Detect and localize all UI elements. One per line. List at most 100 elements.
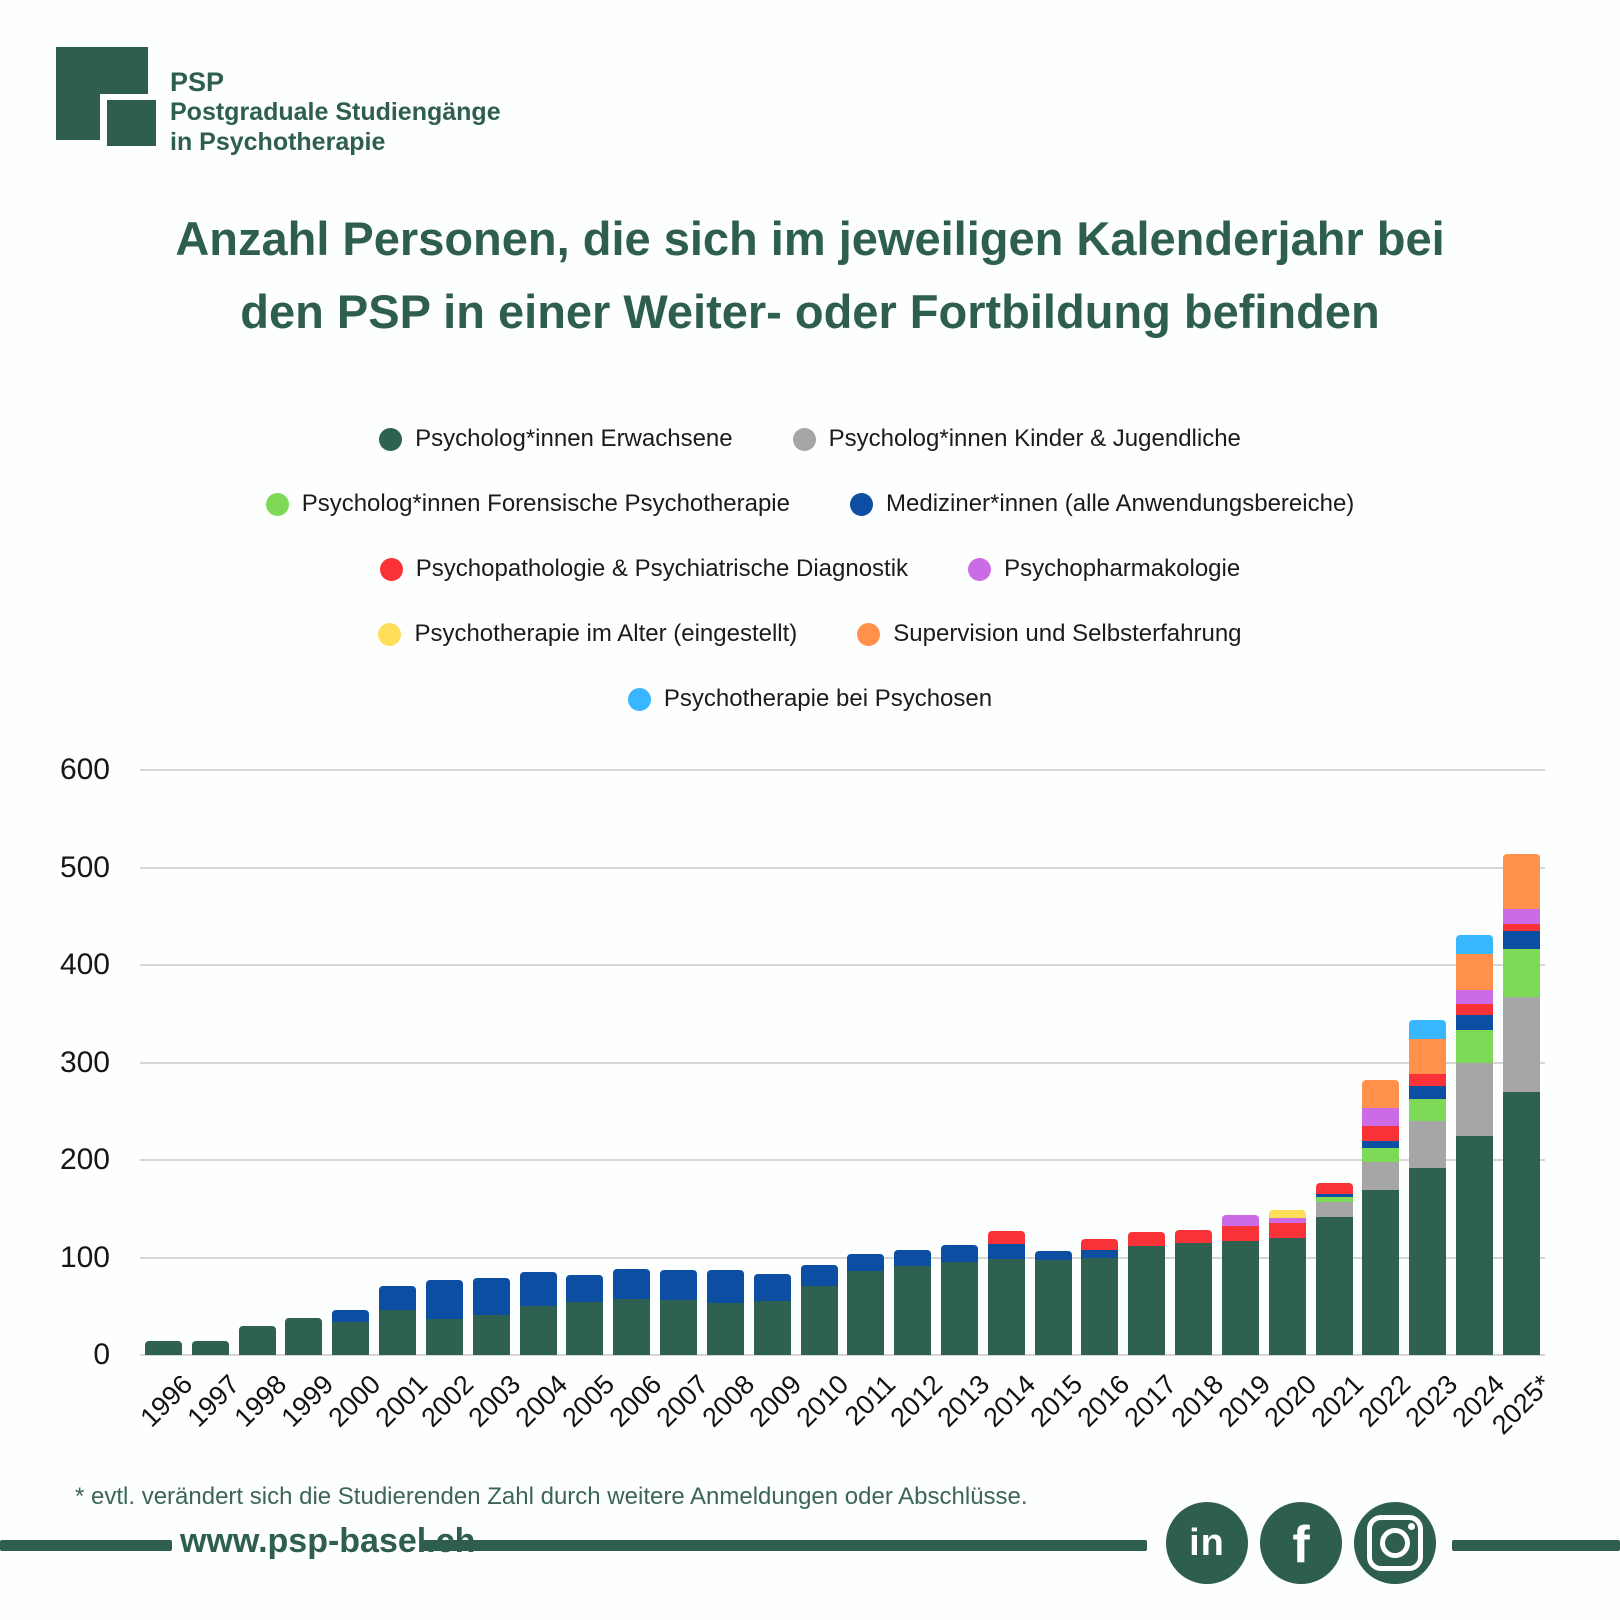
bar-2001 [379,1285,417,1355]
x-tick-label-1997: 1997 [181,1369,246,1433]
bar-segment-psycholog-innen-erwachsene [1315,1216,1353,1355]
bar-segment-psycholog-innen-erwachsene [613,1299,651,1355]
linkedin-icon[interactable]: in [1166,1502,1248,1584]
footer-rule-middle [420,1540,1147,1551]
bar-segment-psycholog-innen-erwachsene [472,1315,510,1355]
bar-segment-psychopathologie-psychiatrische-diagnostik [1315,1183,1353,1195]
bar-segment-mediziner-innen-alle-anwendungsbereiche [800,1265,838,1286]
bar-column-2016 [1077,770,1124,1355]
x-tick-label-2006: 2006 [603,1369,667,1433]
bar-2006 [613,1269,651,1355]
bar-segment-psycholog-innen-erwachsene [1456,1135,1494,1355]
footer-rule-right [1452,1540,1620,1551]
bar-segment-mediziner-innen-alle-anwendungsbereiche [1502,930,1540,950]
x-tick-label-2022: 2022 [1352,1369,1417,1433]
bar-segment-psycholog-innen-erwachsene [894,1266,932,1355]
bar-segment-psycholog-innen-kinder-jugendliche [1456,1062,1494,1136]
bar-column-2004 [515,770,562,1355]
bar-segment-psycholog-innen-erwachsene [332,1321,370,1355]
y-tick-label-100: 100 [59,1240,110,1274]
x-tick-label-2021: 2021 [1305,1369,1370,1433]
bar-column-2009 [749,770,796,1355]
bar-column-2012 [889,770,936,1355]
x-tick-label-2008: 2008 [696,1369,761,1433]
bar-segment-mediziner-innen-alle-anwendungsbereiche [660,1270,698,1301]
legend-label: Psycholog*innen Forensische Psychotherap… [301,490,790,517]
y-tick-label-600: 600 [59,753,110,786]
bar-column-2002 [421,770,468,1355]
legend-row-2: Psycholog*innen Forensische Psychotherap… [0,489,1620,519]
x-tick-label-2012: 2012 [884,1369,948,1433]
x-tick-label-2010: 2010 [790,1369,855,1433]
bar-segment-psychopathologie-psychiatrische-diagnostik [1221,1226,1259,1241]
bar-column-2013 [936,770,983,1355]
plot-area [140,769,1545,1356]
bar-2007 [660,1270,698,1355]
bar-2005 [566,1275,604,1355]
bar-segment-psycholog-innen-erwachsene [379,1310,417,1355]
bar-column-1996 [140,770,187,1355]
logo-subtitle-1: Postgraduale Studiengänge [170,98,501,127]
facebook-icon[interactable]: f [1260,1502,1342,1584]
bar-segment-psychopharmakologie [1268,1217,1306,1224]
bar-2002 [425,1279,463,1355]
bar-1996 [144,1341,182,1355]
bar-column-1997 [187,770,234,1355]
bar-segment-psycholog-innen-erwachsene [1128,1245,1166,1355]
bar-segment-mediziner-innen-alle-anwendungsbereiche [1034,1250,1072,1261]
bar-segment-mediziner-innen-alle-anwendungsbereiche [987,1243,1025,1260]
bar-2003 [472,1277,510,1355]
bar-column-2011 [842,770,889,1355]
bar-segment-psychotherapie-bei-psychosen [1456,934,1494,955]
bar-segment-psycholog-innen-erwachsene [519,1306,557,1355]
legend-dot-icon [379,427,403,451]
bar-2025 [1502,853,1540,1355]
bar-segment-mediziner-innen-alle-anwendungsbereiche [1081,1249,1119,1258]
bar-segment-psychopathologie-psychiatrische-diagnostik [987,1231,1025,1244]
legend-dot-icon [265,492,289,516]
bar-segment-psycholog-innen-erwachsene [753,1301,791,1355]
y-tick-label-500: 500 [59,850,110,884]
bar-2023 [1409,1019,1447,1355]
legend-item-psychopathologie-psychiatrische-diagnostik: Psychopathologie & Psychiatrische Diagno… [379,555,908,583]
x-tick-label-2000: 2000 [322,1369,386,1433]
bar-segment-psycholog-innen-erwachsene [1034,1260,1072,1355]
legend-item-psycholog-innen-forensische-psychotherapie: Psycholog*innen Forensische Psychotherap… [265,490,790,518]
bar-2022 [1362,1080,1400,1355]
page-title-line2: den PSP in einer Weiter- oder Fortbildun… [240,284,1380,338]
bar-segment-mediziner-innen-alle-anwendungsbereiche [706,1270,744,1304]
bar-segment-psychopharmakologie [1502,909,1540,925]
gridline-300 [140,1061,1545,1064]
bar-segment-psychopathologie-psychiatrische-diagnostik [1081,1238,1119,1250]
bar-2010 [800,1265,838,1355]
bar-segment-mediziner-innen-alle-anwendungsbereiche [894,1249,932,1267]
x-tick-label-2004: 2004 [509,1369,574,1433]
bar-column-2023 [1404,770,1451,1355]
bar-column-2018 [1170,770,1217,1355]
bar-segment-supervision-und-selbsterfahrung [1362,1080,1400,1109]
instagram-icon[interactable] [1354,1502,1436,1584]
bar-column-2007 [655,770,702,1355]
bar-column-2024 [1451,770,1498,1355]
legend-row-5: Psychotherapie bei Psychosen [0,684,1620,714]
bar-segment-psycholog-innen-forensische-psychotherapie [1315,1197,1353,1202]
bar-segment-mediziner-innen-alle-anwendungsbereiche [1409,1085,1447,1099]
bar-segment-psychopathologie-psychiatrische-diagnostik [1268,1223,1306,1238]
bar-segment-psycholog-innen-erwachsene [941,1262,978,1355]
page-title-line1: Anzahl Personen, die sich im jeweiligen … [175,212,1445,265]
bar-2011 [847,1253,885,1355]
legend-label: Mediziner*innen (alle Anwendungsbereiche… [886,490,1355,517]
page-title: Anzahl Personen, die sich im jeweiligen … [0,203,1620,349]
x-tick-label-1998: 1998 [228,1369,293,1433]
bar-column-2015 [1030,770,1077,1355]
bar-segment-psycholog-innen-forensische-psychotherapie [1409,1098,1447,1122]
y-tick-label-200: 200 [59,1143,110,1176]
bar-segment-supervision-und-selbsterfahrung [1456,954,1494,991]
footer-rule-left [0,1540,172,1551]
gridline-500 [140,866,1545,869]
y-axis-labels: 0 100 200 300 400 500 600 [5,753,120,1371]
logo-text: PSP Postgraduale Studiengänge in Psychot… [170,47,501,157]
x-tick-label-2014: 2014 [977,1369,1042,1433]
bar-segment-psychotherapie-im-alter-eingestellt [1268,1209,1306,1218]
bar-2012 [894,1249,932,1355]
